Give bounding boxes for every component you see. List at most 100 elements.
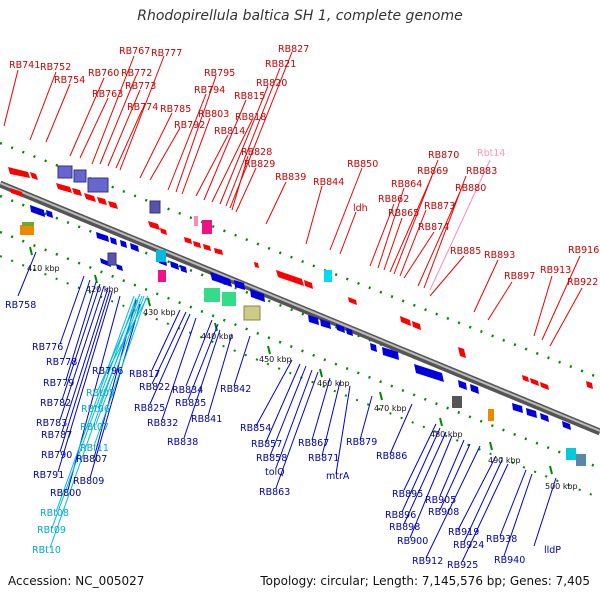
gene-label: RB790	[41, 450, 72, 461]
gene-label: RB832	[147, 418, 178, 429]
forward-genes-lower	[10, 188, 23, 197]
trna-labels: RBt05 RBt06 RBt07 RBt11 RBt08 RBt09 RBt1…	[32, 366, 123, 556]
gene-label: RB763	[92, 89, 123, 100]
gene-label: RB844	[313, 177, 344, 188]
gene-label: RB774	[127, 102, 158, 113]
gene-label: RB782	[40, 398, 71, 409]
gene-label: RB883	[466, 166, 497, 177]
gene-label: RB916	[568, 245, 599, 256]
feature-boxes	[20, 165, 586, 466]
gene-label: ldh	[353, 203, 368, 214]
scale-label: 450 kbp	[259, 355, 292, 364]
scale-label: 470 kbp	[374, 404, 407, 413]
gene-label: RB850	[347, 159, 378, 170]
gene-label: RB814	[214, 126, 245, 137]
scale-label: 420 kbp	[86, 285, 119, 294]
gene-label: RB858	[256, 453, 287, 464]
gene-label: RB908	[428, 507, 459, 518]
gene-label: RB870	[428, 150, 459, 161]
gene-label: RB940	[494, 555, 525, 566]
gene-label: RB898	[389, 522, 420, 533]
gene-label: RB864	[391, 179, 422, 190]
gene-label: RB776	[32, 342, 63, 353]
gene-label: RB938	[486, 534, 517, 545]
lower-leader-lines	[17, 251, 557, 563]
genome-backbone-highlight	[0, 182, 600, 432]
gene-label: lldP	[544, 545, 561, 556]
gene-label: RB754	[54, 75, 85, 86]
upper-leader-lines	[3, 51, 583, 347]
trna-leader-lines	[49, 293, 149, 549]
gene-label: RB828	[241, 147, 272, 158]
trna-label: RBt05	[86, 388, 115, 399]
gene-label: RB919	[448, 527, 479, 538]
trna-leader-line	[429, 159, 491, 291]
scale-ticks	[29, 246, 553, 475]
trna-label: RBt10	[32, 545, 61, 556]
gene-label: RB880	[455, 183, 486, 194]
gene-label: RB862	[378, 194, 409, 205]
gene-label: RB820	[256, 78, 287, 89]
gene-label: RB834	[172, 385, 203, 396]
gene-label: RB865	[388, 208, 419, 219]
gene-label: RB773	[125, 81, 156, 92]
upper-labels: RB741 RB752 RB754 RB760 RB763 RB767 RB77…	[9, 44, 599, 288]
gene-label: RB791	[33, 470, 64, 481]
gene-label: RB893	[484, 250, 515, 261]
gene-label: RB827	[278, 44, 309, 55]
gene-label: RB785	[160, 104, 191, 115]
gene-label: tolQ	[265, 467, 285, 478]
gene-label: RB795	[204, 68, 235, 79]
gene-label: RB794	[194, 85, 225, 96]
gene-label: RB792	[174, 120, 205, 131]
scale-label: 490 kbp	[488, 456, 521, 465]
scale-label: 430 kbp	[143, 308, 176, 317]
scale-label: 440 kbp	[201, 332, 234, 341]
gene-label: RB922	[567, 277, 598, 288]
gene-label: RB885	[450, 246, 481, 257]
gene-label: RB835	[175, 398, 206, 409]
reverse-genes	[30, 205, 571, 430]
trna-label: RBt11	[80, 443, 109, 454]
trna-label: RBt07	[80, 422, 109, 433]
gene-label: RB838	[167, 437, 198, 448]
gene-label: RB897	[504, 271, 535, 282]
trna-label: RBt08	[40, 508, 69, 519]
gene-label: RB925	[447, 560, 478, 571]
gene-label: mtrA	[326, 471, 350, 482]
gene-label: RB778	[46, 357, 77, 368]
gene-label: RB854	[240, 423, 271, 434]
gene-label: RB913	[540, 265, 571, 276]
trna-label: RBt09	[37, 525, 66, 536]
gene-label: RB879	[346, 437, 377, 448]
gene-label: RB760	[88, 68, 119, 79]
gene-label: RB857	[251, 439, 282, 450]
gene-label: RB924	[453, 540, 484, 551]
gene-label: RB821	[265, 59, 296, 70]
gene-label: RB896	[385, 510, 416, 521]
gene-label: RB807	[76, 454, 107, 465]
genome-title: Rhodopirellula baltica SH 1, complete ge…	[137, 8, 463, 24]
gene-label: RB783	[36, 418, 67, 429]
gene-label: RB873	[424, 201, 455, 212]
accession-label: Accession: NC_005027	[8, 574, 145, 588]
gene-label: RB839	[275, 172, 306, 183]
gene-label: RB817	[129, 369, 160, 380]
scale-label: 460 kbp	[317, 379, 350, 388]
trna-label: Rbt14	[477, 148, 505, 159]
gene-label: RB871	[308, 453, 339, 464]
gene-label: RB767	[119, 46, 150, 57]
scale-label: 480 kbp	[430, 430, 463, 439]
gene-label: RB825	[134, 403, 165, 414]
gene-label: RB912	[412, 556, 443, 567]
gene-label: RB787	[41, 430, 72, 441]
scale-label: 410 kbp	[27, 264, 60, 273]
gene-label: RB777	[151, 48, 182, 59]
gene-label: RB818	[235, 112, 266, 123]
gene-label: RB772	[121, 68, 152, 79]
gene-label: RB809	[73, 476, 104, 487]
gene-label: RB752	[40, 62, 71, 73]
gene-label: RB869	[417, 166, 448, 177]
gene-label: RB758	[5, 300, 36, 311]
